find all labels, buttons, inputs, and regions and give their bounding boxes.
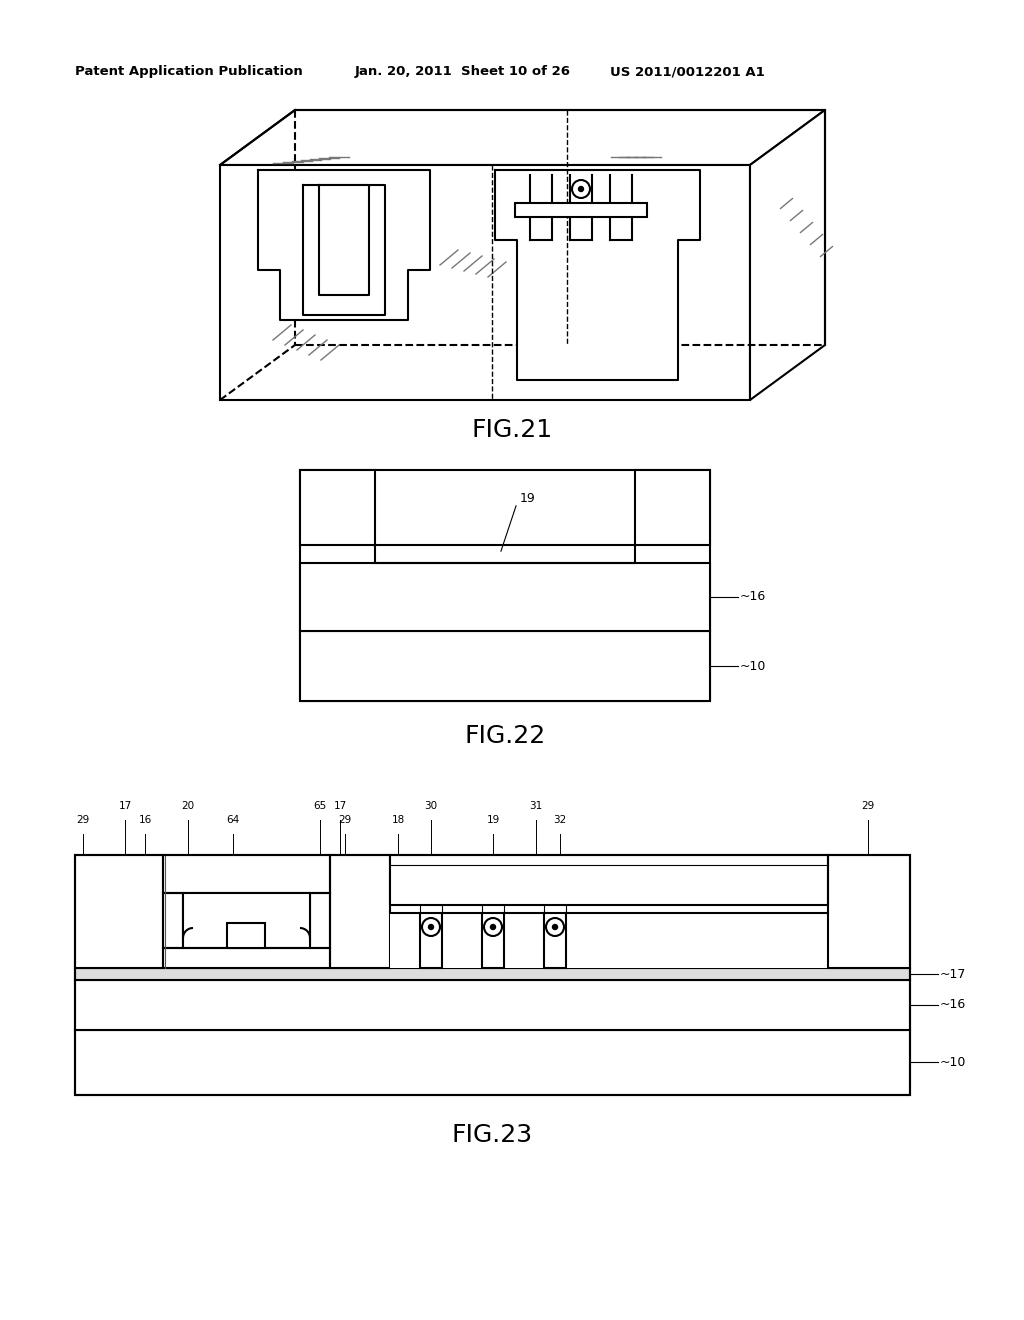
Bar (163, 894, 183, 948)
Text: Patent Application Publication: Patent Application Publication (75, 66, 303, 78)
Polygon shape (319, 185, 369, 294)
Text: US 2011/0012201 A1: US 2011/0012201 A1 (610, 66, 765, 78)
Text: 16: 16 (138, 814, 152, 825)
Bar (300, 470, 710, 701)
Text: 32: 32 (553, 814, 566, 825)
Circle shape (490, 924, 496, 929)
Polygon shape (530, 176, 552, 240)
Polygon shape (515, 203, 647, 216)
Bar (635, 470, 710, 545)
Bar (300, 564, 710, 631)
Bar (635, 470, 710, 545)
Bar (420, 913, 442, 968)
Text: 31: 31 (529, 801, 543, 810)
Bar (390, 855, 828, 906)
Polygon shape (220, 110, 825, 165)
Bar (375, 545, 635, 564)
Bar (183, 894, 310, 948)
Polygon shape (303, 185, 385, 315)
Bar (75, 855, 910, 1096)
Bar (310, 894, 330, 948)
Text: Jan. 20, 2011  Sheet 10 of 26: Jan. 20, 2011 Sheet 10 of 26 (355, 66, 571, 78)
Polygon shape (750, 110, 825, 400)
Bar (828, 855, 910, 968)
Text: 29: 29 (861, 801, 874, 810)
Bar (163, 894, 183, 948)
Bar (390, 913, 420, 968)
Text: 19: 19 (520, 491, 536, 504)
Text: 64: 64 (226, 814, 240, 825)
Text: 30: 30 (424, 801, 437, 810)
Bar (163, 855, 330, 894)
Bar (163, 948, 330, 968)
Bar (390, 855, 828, 906)
Polygon shape (495, 170, 700, 380)
Text: FIG.21: FIG.21 (471, 418, 553, 442)
Bar (544, 913, 566, 968)
Polygon shape (220, 165, 750, 400)
Bar (75, 1030, 910, 1096)
Text: 17: 17 (334, 801, 347, 810)
Text: 19: 19 (486, 814, 500, 825)
Text: ~10: ~10 (740, 660, 766, 672)
Text: ~17: ~17 (940, 968, 967, 981)
Bar (75, 968, 910, 979)
Text: FIG.22: FIG.22 (464, 723, 546, 748)
Circle shape (428, 924, 433, 929)
Text: 29: 29 (77, 814, 90, 825)
Polygon shape (570, 176, 592, 240)
Bar (300, 470, 375, 545)
Bar (828, 855, 910, 968)
Bar (300, 564, 710, 631)
Bar (330, 855, 390, 968)
Bar (566, 913, 828, 968)
Text: ~10: ~10 (940, 1056, 967, 1068)
Bar (482, 913, 504, 968)
Circle shape (553, 924, 557, 929)
Text: 29: 29 (338, 814, 351, 825)
Text: 65: 65 (313, 801, 327, 810)
Polygon shape (258, 170, 430, 319)
Polygon shape (610, 176, 632, 240)
Bar (300, 631, 710, 701)
Bar (375, 545, 635, 564)
Bar (504, 913, 544, 968)
Bar (442, 913, 482, 968)
Text: 20: 20 (181, 801, 195, 810)
Text: 17: 17 (119, 801, 132, 810)
Text: ~16: ~16 (740, 590, 766, 603)
Bar (75, 979, 910, 1030)
Circle shape (579, 186, 584, 191)
Bar (75, 979, 910, 1030)
Bar (300, 470, 375, 545)
Bar (227, 923, 265, 948)
Text: 18: 18 (391, 814, 404, 825)
Bar (75, 855, 163, 968)
Bar (163, 948, 330, 968)
Text: ~16: ~16 (940, 998, 967, 1011)
Text: FIG.23: FIG.23 (452, 1123, 532, 1147)
Bar (310, 894, 330, 948)
Bar (163, 855, 330, 894)
Bar (75, 855, 163, 968)
